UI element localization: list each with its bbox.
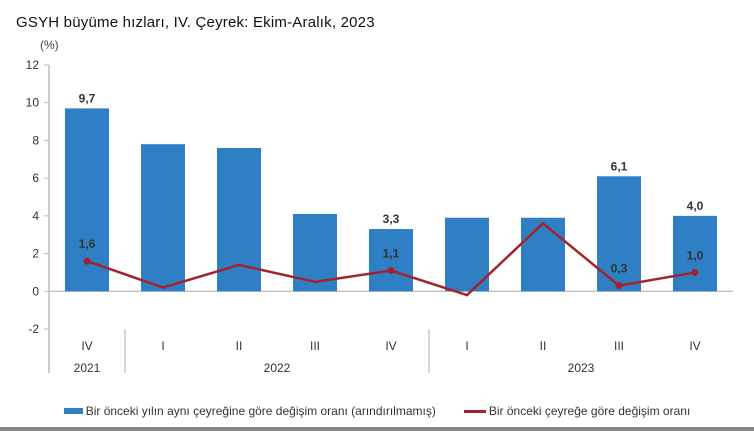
line-data-label: 1,6 — [79, 237, 96, 251]
x-tick-label: II — [540, 339, 547, 353]
x-tick-label: I — [161, 339, 164, 353]
bar-data-label: 4,0 — [687, 199, 704, 213]
y-tick-label: 10 — [26, 96, 40, 110]
x-tick-label: II — [236, 339, 243, 353]
x-tick-label: III — [310, 339, 320, 353]
x-tick-label: III — [614, 339, 624, 353]
legend: Bir önceki yılın aynı çeyreğine göre değ… — [0, 404, 754, 418]
bar-data-label: 9,7 — [79, 91, 96, 105]
y-tick-label: 0 — [32, 284, 39, 298]
legend-item-bar: Bir önceki yılın aynı çeyreğine göre değ… — [63, 404, 436, 418]
bar-data-label: 6,1 — [611, 159, 628, 173]
x-group-label: 2021 — [74, 361, 101, 375]
legend-label-line: Bir önceki çeyreğe göre değişim oranı — [488, 404, 691, 418]
x-tick-label: I — [465, 339, 468, 353]
y-tick-label: 8 — [32, 133, 39, 147]
legend-item-line: Bir önceki çeyreğe göre değişim oranı — [463, 404, 691, 418]
legend-swatch-line — [463, 409, 486, 413]
line-data-label: 1,1 — [383, 247, 400, 261]
x-tick-label: IV — [81, 339, 92, 353]
y-axis-unit: (%) — [40, 38, 59, 52]
line-marker — [615, 282, 623, 290]
y-tick-label: 6 — [32, 171, 39, 185]
bar — [673, 215, 717, 292]
legend-label-bar: Bir önceki yılın aynı çeyreğine göre değ… — [85, 404, 436, 418]
y-tick-label: 2 — [32, 247, 39, 261]
x-group-label: 2022 — [264, 361, 291, 375]
line-marker — [387, 267, 395, 275]
x-group-label: 2023 — [568, 361, 595, 375]
bar — [521, 217, 565, 292]
y-tick-label: -2 — [28, 322, 39, 336]
line-data-label: 1,0 — [687, 248, 704, 262]
bar — [141, 144, 185, 292]
bar — [369, 229, 413, 292]
line-data-label: 0,3 — [611, 262, 628, 276]
x-tick-label: IV — [689, 339, 700, 353]
y-tick-label: 4 — [32, 209, 39, 223]
frame-border — [0, 427, 754, 431]
y-tick-label: 12 — [26, 58, 40, 72]
bar — [445, 217, 489, 292]
x-tick-label: IV — [385, 339, 396, 353]
bar-data-label: 3,3 — [383, 212, 400, 226]
legend-swatch-bar — [63, 408, 83, 414]
chart-title: GSYH büyüme hızları, IV. Çeyrek: Ekim-Ar… — [16, 14, 375, 31]
line-marker — [83, 257, 91, 265]
line-marker — [691, 268, 699, 276]
